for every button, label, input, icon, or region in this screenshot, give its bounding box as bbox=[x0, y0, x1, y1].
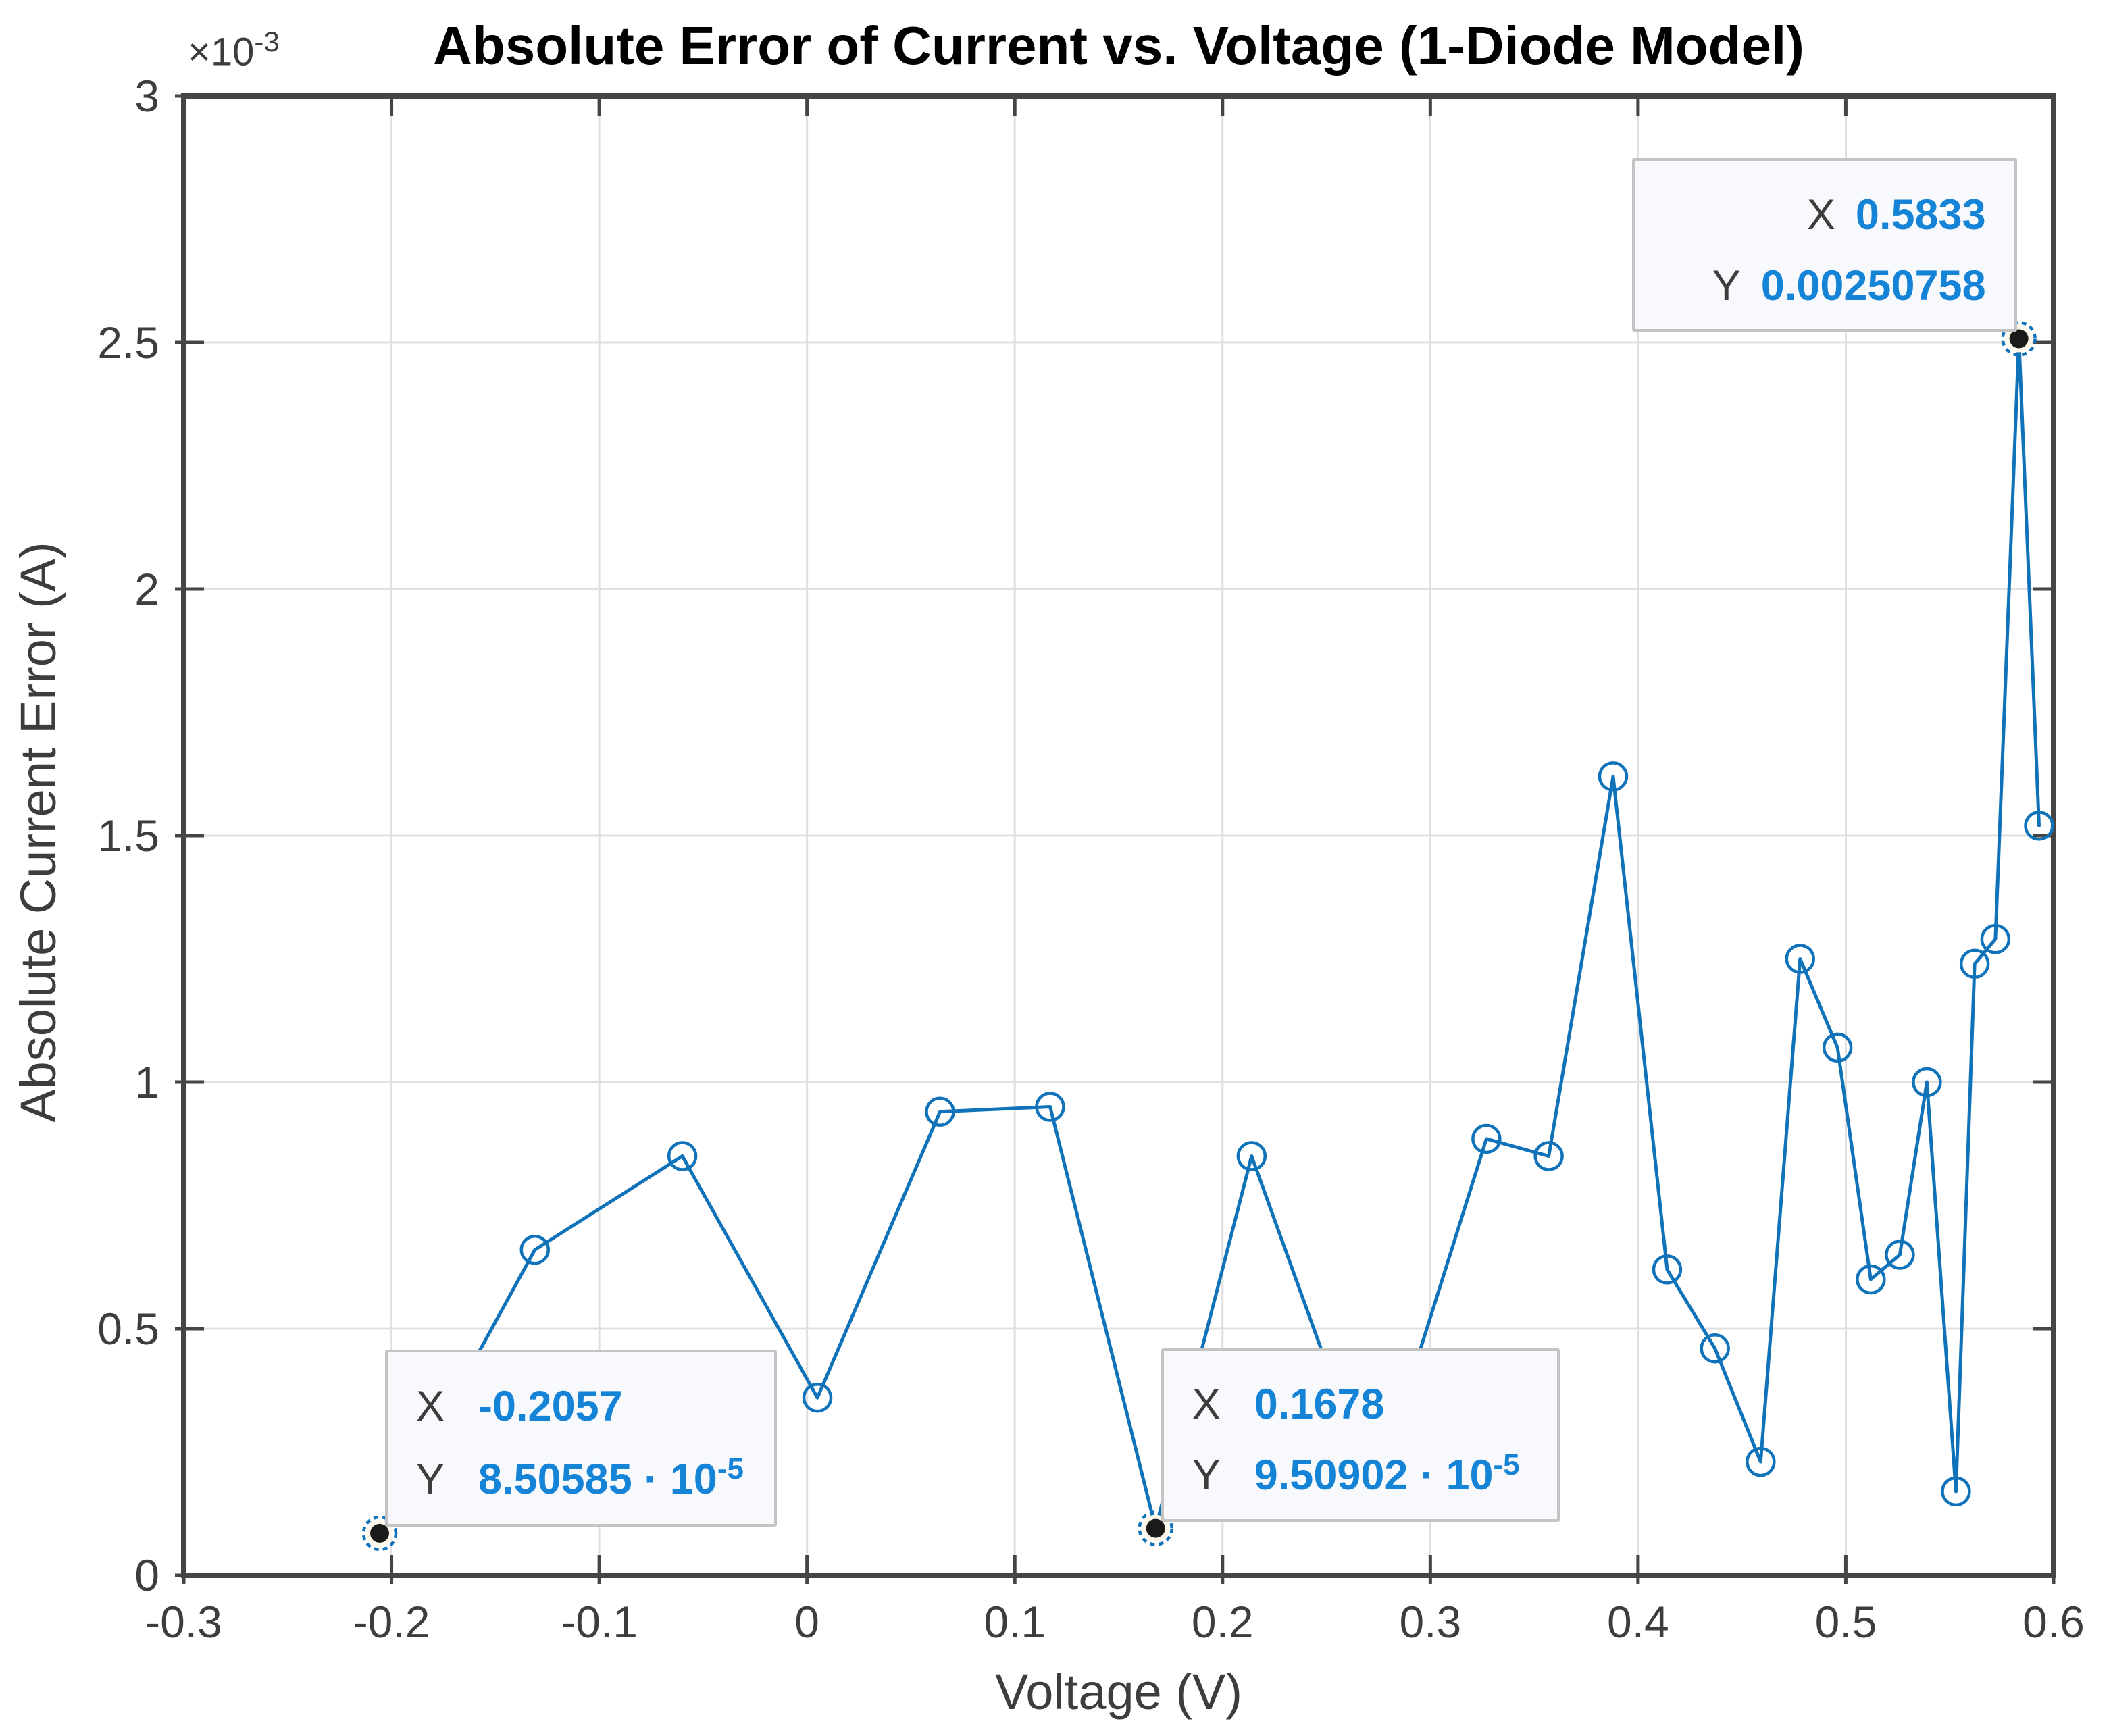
datatip-marker-dot[interactable] bbox=[2009, 329, 2029, 349]
datatip-x-label: X bbox=[1192, 1380, 1221, 1428]
datatip-y-row: Y 0.00250758 bbox=[1663, 247, 1986, 309]
data-marker[interactable] bbox=[802, 1382, 833, 1413]
data-marker[interactable] bbox=[1533, 1141, 1564, 1171]
x-tick-label: 0.3 bbox=[1399, 1597, 1461, 1647]
x-tick-label: -0.3 bbox=[145, 1597, 222, 1647]
datatip-y-label: Y bbox=[1192, 1452, 1221, 1500]
data-marker[interactable] bbox=[667, 1141, 698, 1171]
x-axis-label: Voltage (V) bbox=[994, 1664, 1243, 1720]
y-tick-label: 1.5 bbox=[97, 811, 159, 861]
datatip-marker-dot[interactable] bbox=[1146, 1518, 1165, 1538]
datatip-x-label: X bbox=[416, 1383, 445, 1431]
y-tick-label: 0 bbox=[134, 1550, 159, 1600]
data-marker[interactable] bbox=[1785, 944, 1816, 974]
x-tick-label: 0.6 bbox=[2023, 1597, 2085, 1647]
data-marker[interactable] bbox=[1980, 924, 2011, 954]
y-axis-exponent-sup: -3 bbox=[254, 26, 280, 57]
x-tick-label: -0.1 bbox=[561, 1597, 638, 1647]
datatip-x-label: X bbox=[1806, 190, 1835, 238]
x-tick-label: 0.1 bbox=[984, 1597, 1046, 1647]
datatip-y-label: Y bbox=[416, 1456, 445, 1504]
data-marker[interactable] bbox=[1471, 1123, 1502, 1154]
data-marker[interactable] bbox=[1598, 761, 1629, 792]
data-marker[interactable] bbox=[1822, 1032, 1853, 1063]
y-axis-exponent-base: ×10 bbox=[188, 30, 255, 74]
y-axis-label: Absolute Current Error (A) bbox=[10, 542, 66, 1123]
datatip-min-left[interactable]: X -0.2057 Y 8.50585 · 10-5 bbox=[385, 1349, 778, 1527]
data-marker[interactable] bbox=[1652, 1254, 1683, 1285]
datatip-marker-ring[interactable] bbox=[361, 1515, 398, 1552]
datatip-x-row: X 0.1678 bbox=[1192, 1375, 1529, 1433]
datatip-y-value: 9.50902 · 10-5 bbox=[1254, 1448, 1520, 1500]
datatip-y-row: Y 8.50585 · 10-5 bbox=[416, 1440, 746, 1503]
x-tick-label: 0 bbox=[794, 1597, 819, 1647]
chart-title: Absolute Error of Current vs. Voltage (1… bbox=[433, 16, 1804, 76]
datatip-min-middle[interactable]: X 0.1678 Y 9.50902 · 10-5 bbox=[1161, 1348, 1560, 1522]
data-marker[interactable] bbox=[1746, 1446, 1776, 1477]
datatip-y-value: 8.50585 · 10-5 bbox=[478, 1452, 744, 1504]
datatip-x-value: 0.5833 bbox=[1855, 190, 1986, 238]
data-marker[interactable] bbox=[1236, 1141, 1267, 1171]
datatip-y-row: Y 9.50902 · 10-5 bbox=[1192, 1436, 1529, 1499]
data-marker[interactable] bbox=[1912, 1067, 1942, 1098]
y-tick-label: 2 bbox=[134, 564, 159, 614]
datatip-marker-ring[interactable] bbox=[2001, 321, 2037, 357]
x-tick-label: 0.4 bbox=[1607, 1597, 1669, 1647]
y-tick-label: 1 bbox=[134, 1057, 159, 1107]
datatip-x-row: X -0.2057 bbox=[416, 1377, 746, 1435]
datatip-y-label: Y bbox=[1712, 262, 1741, 310]
data-marker[interactable] bbox=[1959, 948, 1990, 979]
data-marker[interactable] bbox=[1856, 1264, 1886, 1295]
datatip-x-value: 0.1678 bbox=[1254, 1380, 1385, 1428]
x-tick-label: 0.5 bbox=[1815, 1597, 1877, 1647]
datatip-x-value: -0.2057 bbox=[478, 1383, 623, 1431]
y-tick-label: 3 bbox=[134, 71, 159, 121]
data-marker[interactable] bbox=[1035, 1092, 1065, 1122]
y-tick-label: 2.5 bbox=[97, 317, 159, 367]
data-marker[interactable] bbox=[2024, 811, 2054, 841]
datatip-marker-ring[interactable] bbox=[1138, 1510, 1173, 1546]
datatip-x-row: X 0.5833 bbox=[1663, 186, 1986, 244]
data-marker[interactable] bbox=[925, 1096, 955, 1127]
data-marker[interactable] bbox=[1700, 1333, 1730, 1364]
data-marker[interactable] bbox=[519, 1234, 551, 1265]
datatip-marker-dot[interactable] bbox=[370, 1523, 390, 1543]
datatip-y-value: 0.00250758 bbox=[1760, 262, 1986, 310]
x-tick-label: 0.2 bbox=[1192, 1597, 1254, 1647]
datatip-max-right[interactable]: X 0.5833 Y 0.00250758 bbox=[1631, 158, 2017, 332]
data-line[interactable] bbox=[378, 336, 2041, 1535]
y-tick-label: 0.5 bbox=[97, 1304, 159, 1354]
data-marker[interactable] bbox=[1885, 1240, 1915, 1270]
y-axis-exponent: ×10-3 bbox=[188, 26, 280, 74]
x-tick-label: -0.2 bbox=[353, 1597, 430, 1647]
data-marker[interactable] bbox=[1941, 1476, 1971, 1507]
